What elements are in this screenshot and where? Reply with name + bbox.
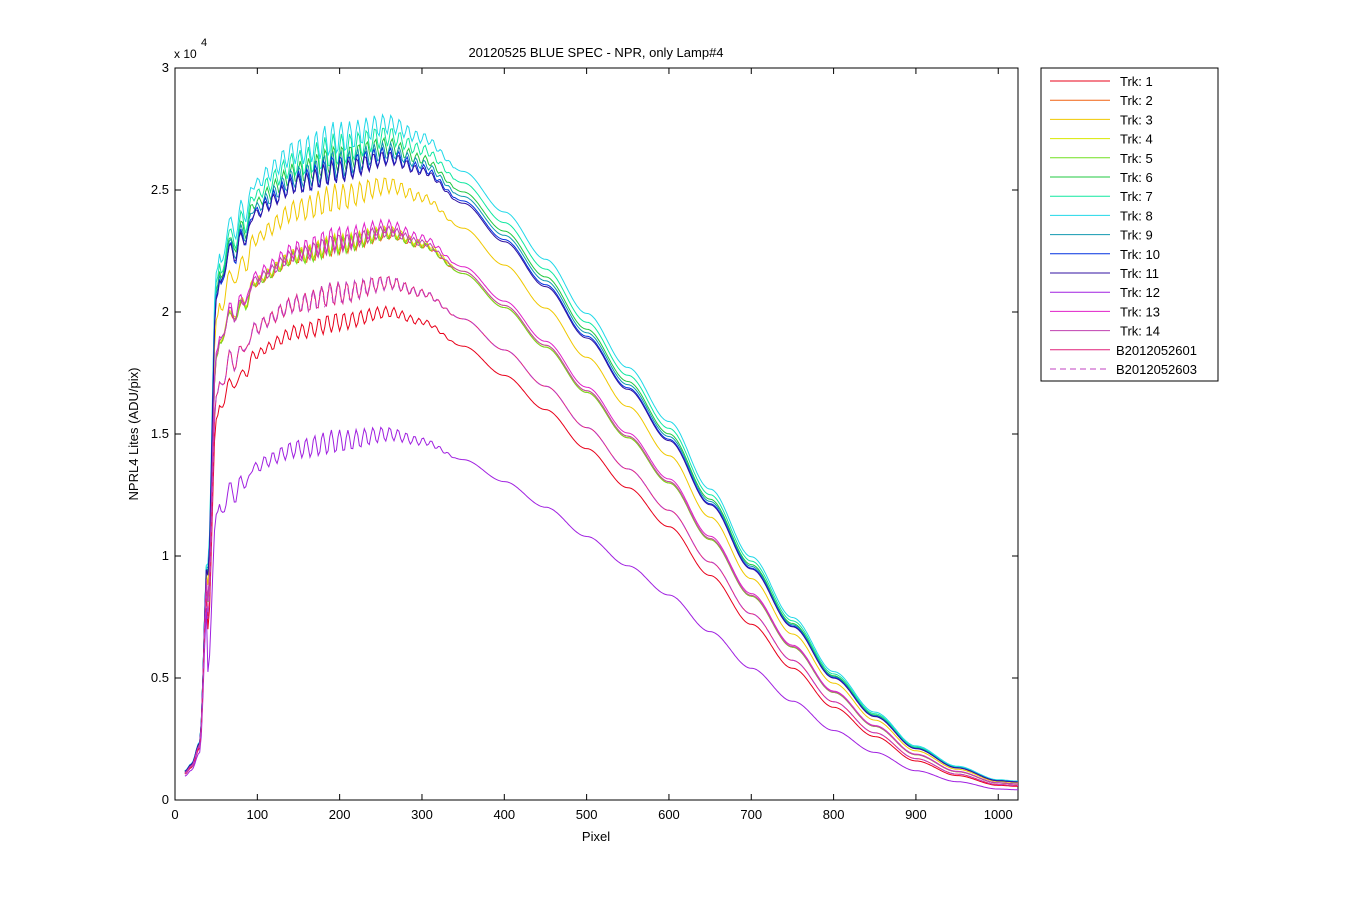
y-tick-label: 0.5	[151, 670, 169, 685]
y-tick-label: 1	[162, 548, 169, 563]
legend-label: Trk: 7	[1120, 189, 1153, 204]
x-tick-label: 1000	[984, 807, 1013, 822]
x-axis-label: Pixel	[582, 829, 610, 844]
x-tick-label: 800	[823, 807, 845, 822]
series-line	[184, 224, 1018, 785]
legend-label: B2012052603	[1116, 362, 1197, 377]
x-tick-label: 300	[411, 807, 433, 822]
legend-box	[1040, 67, 1219, 382]
legend-label: B2012052601	[1116, 343, 1197, 358]
series-line	[184, 127, 1018, 782]
legend-label: Trk: 5	[1120, 151, 1153, 166]
y-exponent: 4	[201, 37, 207, 49]
series-lines	[184, 113, 1019, 791]
y-axis-label: NPRL4 Lites (ADU/pix)	[126, 368, 141, 501]
x-tick-label: 700	[740, 807, 762, 822]
chart-title: 20120525 BLUE SPEC - NPR, only Lamp#4	[468, 45, 723, 60]
series-line	[184, 136, 1018, 783]
series-line	[184, 275, 1018, 786]
y-tick-label: 2.5	[151, 182, 169, 197]
x-tick-label: 0	[171, 807, 178, 822]
legend-label: Trk: 12	[1120, 285, 1160, 300]
legend-label: Trk: 8	[1120, 208, 1153, 223]
x-tick-label: 100	[246, 807, 268, 822]
legend-label: Trk: 10	[1120, 247, 1160, 262]
legend-label: Trk: 1	[1120, 74, 1153, 89]
x-tick-label: 400	[493, 807, 515, 822]
series-line	[184, 140, 1018, 783]
series-line	[184, 426, 1019, 791]
series-line	[184, 218, 1018, 785]
legend-label: Trk: 2	[1120, 93, 1153, 108]
legend-label: Trk: 13	[1120, 304, 1160, 319]
legend-label: Trk: 6	[1120, 170, 1153, 185]
y-tick-label: 2	[162, 304, 169, 319]
x-tick-label: 900	[905, 807, 927, 822]
legend-label: Trk: 9	[1120, 228, 1153, 243]
series-line	[184, 151, 1018, 783]
x-tick-label: 600	[658, 807, 680, 822]
series-line	[184, 177, 1018, 784]
legend-label: Trk: 3	[1120, 112, 1153, 127]
legend: Trk: 1 Trk: 2 Trk: 3 Trk: 4 Trk: 5 Trk: 6 Trk:…	[1050, 74, 1197, 377]
axis-ticks: 0 100 200 300 400 500 600 700 800 900 1000 0 0.5 1 1.5…	[151, 60, 1018, 822]
series-line	[184, 305, 1018, 787]
legend-label: Trk: 11	[1120, 266, 1159, 281]
y-multiplier: x 10	[174, 47, 197, 61]
x-tick-label: 200	[329, 807, 351, 822]
x-tick-label: 500	[576, 807, 598, 822]
legend-label: Trk: 4	[1120, 132, 1153, 147]
legend-label: Trk: 14	[1120, 324, 1160, 339]
y-tick-label: 0	[162, 792, 169, 807]
y-tick-label: 1.5	[151, 426, 169, 441]
y-tick-label: 3	[162, 60, 169, 75]
series-line	[184, 113, 1019, 782]
